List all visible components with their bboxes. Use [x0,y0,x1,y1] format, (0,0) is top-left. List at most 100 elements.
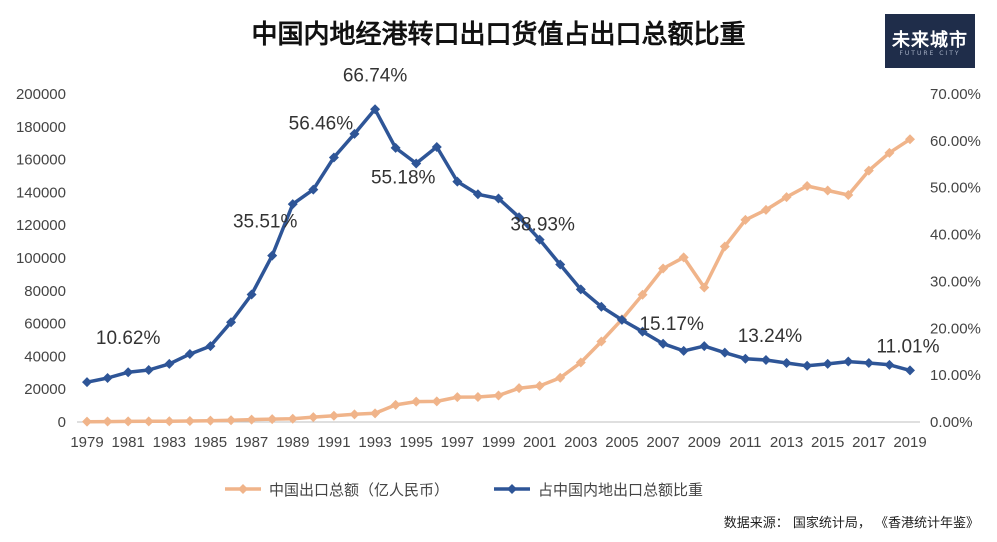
series-1-point [781,192,792,203]
y-right-tick-label: 10.00% [930,367,981,384]
source-note: 数据来源： 国家统计局， 《香港统计年鉴》 [723,516,979,531]
x-tick-label: 1981 [111,434,144,451]
x-tick-label: 1995 [400,434,433,451]
series-1-point [143,416,154,427]
series-2-point [411,158,422,169]
series-2-point [205,341,216,352]
legend-marker-2 [507,484,517,494]
series-1-point [884,147,895,158]
series-2-point [123,367,134,378]
series-1-point [123,416,134,427]
x-tick-label: 1989 [276,434,309,451]
series-2-point [760,354,771,365]
series-2-point [246,289,257,300]
data-label: 55.18% [371,167,436,188]
series-1-point [205,415,216,426]
data-label: 35.51% [233,212,298,233]
x-tick-label: 2011 [729,434,761,451]
series-1-point [534,380,545,391]
x-tick-label: 1983 [153,434,186,451]
series-1-point [164,416,175,427]
series-2-point [226,317,237,328]
series-2-point [287,199,298,210]
series-1-point [843,189,854,200]
series-2-point [493,193,504,204]
series-2-point [390,142,401,153]
series-1-point [555,372,566,383]
series-2-point [658,338,669,349]
x-tick-label: 2001 [523,434,556,451]
y-left-tick-label: 100000 [16,250,66,267]
series-2-point [514,212,525,223]
data-label: 11.01% [876,336,939,357]
x-tick-label: 1993 [358,434,391,451]
series-2-point [555,259,566,270]
x-tick-label: 2003 [564,434,597,451]
series-2-point [699,341,710,352]
series-2-point [143,364,154,375]
x-tick-label: 2005 [605,434,638,451]
data-label: 13.24% [738,326,803,347]
series-1-point [328,410,339,421]
data-label: 15.17% [639,314,704,335]
chart-title: 中国内地经港转口出口货值占出口总额比重 [251,20,746,50]
series-2-point [616,314,627,325]
series-1-point [82,416,92,427]
series-1-point [596,336,607,347]
legend-label-2: 占中国内地出口总额比重 [538,481,703,499]
series-2-point [349,128,360,139]
series-2-point [308,184,319,195]
series-1-point [740,214,751,225]
logo-subtext: FUTURE CITY [899,50,961,57]
y-left-tick-label: 180000 [16,119,66,136]
x-tick-label: 2015 [811,434,844,451]
series-1-point [678,252,689,263]
x-tick-label: 1979 [70,434,103,451]
logo: 未来城市 FUTURE CITY [885,14,975,68]
y-right-tick-label: 60.00% [930,133,981,150]
series-1-point [349,409,360,420]
series-1-point [719,241,730,252]
series-1-point [637,289,648,300]
y-right-tick-label: 20.00% [930,320,981,337]
series-2-point [637,326,648,337]
y-right-tick-label: 0.00% [930,414,973,431]
series-2-point [781,357,792,368]
series-2-point [822,358,833,369]
y-right-tick-label: 40.00% [930,227,981,244]
series-1-point [102,416,113,427]
legend-marker-1 [238,484,248,494]
series-2-point [370,104,381,115]
y-right-tick-label: 30.00% [930,273,981,290]
series-1-point [905,134,915,145]
series-1-point [431,396,442,407]
data-label: 10.62% [96,328,161,349]
series-1-point [452,392,463,403]
x-tick-label: 2009 [688,434,721,451]
logo-text: 未来城市 [892,30,968,51]
y-right-tick-label: 70.00% [930,86,981,103]
series-2-point [884,359,895,370]
y-right-tick-label: 50.00% [930,180,981,197]
series-line-1 [86,137,911,424]
series-2-point [802,360,813,371]
x-tick-label: 1985 [194,434,227,451]
series-1-point [246,414,257,425]
series-2-point [740,353,751,364]
series-2-point [267,250,278,261]
series-1-point [411,396,422,407]
y-left-tick-label: 40000 [24,348,66,365]
x-tick-label: 1999 [482,434,515,451]
x-tick-label: 2017 [852,434,885,451]
series-1-point [184,416,195,427]
series-2-point [863,357,874,368]
y-left-tick-label: 140000 [16,184,66,201]
y-left-tick-label: 60000 [24,316,66,333]
series-1-point [575,357,586,368]
series-2-point [534,234,545,245]
series-1-point [226,415,237,426]
y-left-tick-label: 160000 [16,152,66,169]
series-2-point [719,347,730,358]
